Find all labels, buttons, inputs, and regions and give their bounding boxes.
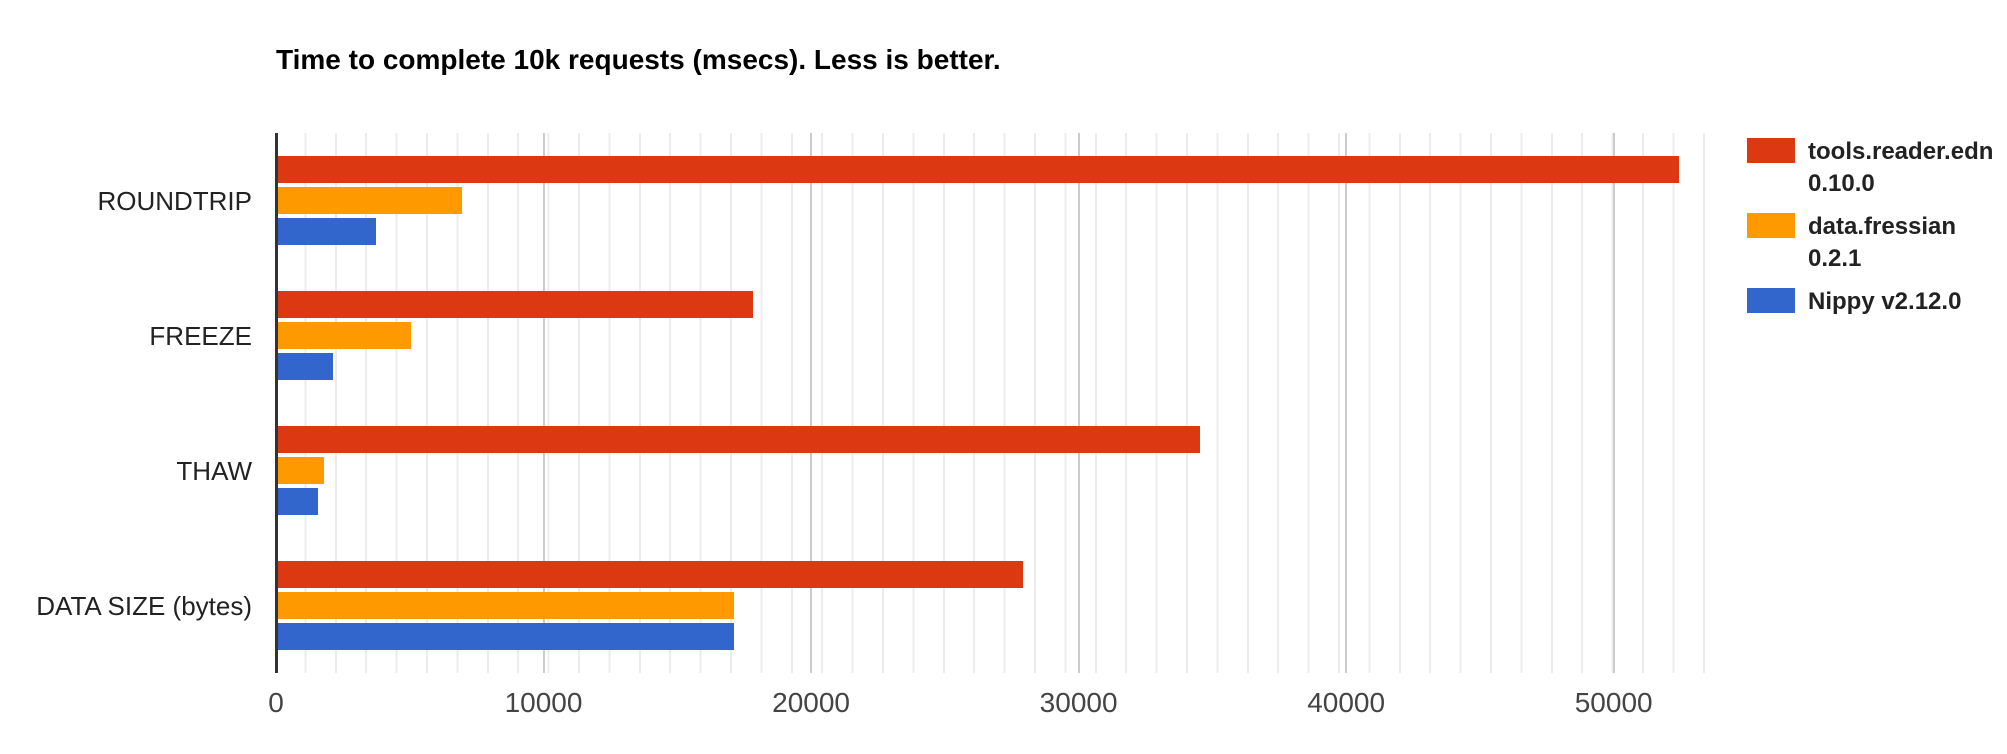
x-tick-label: 50000 <box>1574 687 1653 718</box>
bar[interactable] <box>277 353 334 380</box>
plot-area <box>275 133 1710 673</box>
legend-swatch <box>1747 213 1795 238</box>
x-tick-label: 40000 <box>1307 687 1386 718</box>
legend-swatch <box>1747 138 1795 163</box>
major-gridline <box>542 133 545 673</box>
x-tick-label: 0 <box>268 687 284 718</box>
bar[interactable] <box>277 322 411 349</box>
legend-swatch <box>1747 288 1795 313</box>
category-label: DATA SIZE (bytes) <box>36 590 252 621</box>
bar[interactable] <box>277 218 376 245</box>
major-gridline <box>810 133 813 673</box>
bar[interactable] <box>277 561 1024 588</box>
major-gridline <box>1612 133 1615 673</box>
bar[interactable] <box>277 187 462 214</box>
x-tick-label: 10000 <box>504 687 583 718</box>
legend-item: Nippy v2.12.0 <box>1747 286 1997 318</box>
chart-title: Time to complete 10k requests (msecs). L… <box>276 44 1001 75</box>
category-label: ROUNDTRIP <box>97 185 252 216</box>
bar[interactable] <box>277 426 1200 453</box>
bar[interactable] <box>277 488 319 515</box>
category-label: THAW <box>176 455 252 486</box>
bar[interactable] <box>277 623 735 650</box>
category-label: FREEZE <box>149 320 252 351</box>
bar[interactable] <box>277 592 735 619</box>
legend-label: data.fressian 0.2.1 <box>1808 213 1957 272</box>
bar-group <box>276 268 1710 403</box>
bar[interactable] <box>277 291 754 318</box>
major-gridline <box>1077 133 1080 673</box>
legend-item: data.fressian 0.2.1 <box>1747 211 1997 275</box>
bar[interactable] <box>277 156 1679 183</box>
bar-group <box>276 538 1710 673</box>
legend-item: tools.reader.edn 0.10.0 <box>1747 136 1997 200</box>
legend-label: Nippy v2.12.0 <box>1808 288 1962 315</box>
legend: tools.reader.edn 0.10.0 data.fressian 0.2.1… <box>1747 136 1997 318</box>
y-axis-line <box>275 133 278 673</box>
major-gridline <box>1345 133 1348 673</box>
x-tick-label: 20000 <box>772 687 850 718</box>
category-axis-labels: ROUNDTRIP FREEZE THAW DATA SIZE (bytes) <box>0 0 252 754</box>
legend-label: tools.reader.edn 0.10.0 <box>1808 138 1994 197</box>
bar-group <box>276 133 1710 268</box>
bar-group <box>276 403 1710 538</box>
x-tick-label: 30000 <box>1039 687 1118 718</box>
bar[interactable] <box>277 457 324 484</box>
